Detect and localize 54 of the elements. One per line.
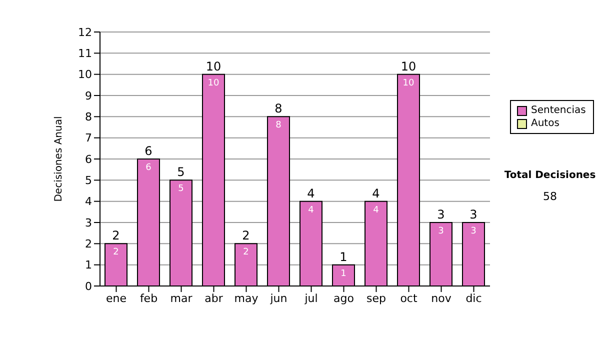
x-tick-label: feb xyxy=(140,292,158,305)
data-label: 4 xyxy=(373,205,380,216)
y-tick-label: 9 xyxy=(85,89,92,102)
x-tick-label: may xyxy=(234,292,259,305)
y-tick-label: 5 xyxy=(85,174,92,188)
data-label: 4 xyxy=(308,205,314,216)
data-label: 8 xyxy=(276,120,282,131)
total-label: 3 xyxy=(470,208,478,222)
total-label: 4 xyxy=(307,186,315,200)
data-label: 5 xyxy=(178,184,184,194)
total-label: 2 xyxy=(242,228,250,243)
data-label: 3 xyxy=(438,226,444,236)
y-axis-title: Decisiones Anual xyxy=(54,116,65,202)
x-tick-label: ene xyxy=(106,292,127,305)
data-label: 3 xyxy=(470,226,476,236)
total-label: 6 xyxy=(144,144,152,158)
legend-label: Autos xyxy=(531,117,560,130)
x-tick-label: dic xyxy=(466,292,482,305)
total-label: 10 xyxy=(400,59,416,74)
x-tick-label: mar xyxy=(170,292,193,305)
total-label: 2 xyxy=(112,228,120,243)
total-label: 1 xyxy=(340,250,348,264)
legend-label: Sentencias xyxy=(531,104,586,117)
data-label: 1 xyxy=(340,268,346,279)
total-label: 3 xyxy=(437,208,445,222)
y-tick-label: 0 xyxy=(85,280,92,293)
x-tick-label: ago xyxy=(334,292,354,305)
total-label: 10 xyxy=(206,59,222,74)
data-label: 2 xyxy=(243,248,249,258)
x-tick-label: jul xyxy=(304,292,318,305)
y-tick-label: 6 xyxy=(85,152,92,166)
x-tick-label: jun xyxy=(269,292,288,305)
y-tick-label: 11 xyxy=(78,47,92,60)
y-tick-label: 7 xyxy=(85,132,92,145)
y-tick-label: 4 xyxy=(85,195,92,208)
x-tick-label: oct xyxy=(400,292,418,305)
y-tick-label: 8 xyxy=(85,110,92,124)
data-label: 6 xyxy=(146,163,152,173)
y-tick-label: 3 xyxy=(85,216,92,230)
text: Total Decisiones xyxy=(503,170,597,181)
total-label: 8 xyxy=(274,102,282,116)
y-tick-label: 2 xyxy=(85,238,92,251)
text: 58 xyxy=(542,190,558,203)
x-tick-label: sep xyxy=(366,292,386,305)
data-label: 10 xyxy=(208,78,220,88)
data-label: 10 xyxy=(402,78,414,88)
data-label: 2 xyxy=(113,248,119,258)
total-label: 5 xyxy=(177,165,185,180)
y-tick-label: 12 xyxy=(78,26,92,39)
x-tick-label: nov xyxy=(431,292,452,305)
x-tick-label: abr xyxy=(204,292,224,305)
y-tick-label: 1 xyxy=(85,258,92,272)
total-label: 4 xyxy=(372,186,380,200)
y-tick-label: 10 xyxy=(78,68,92,82)
